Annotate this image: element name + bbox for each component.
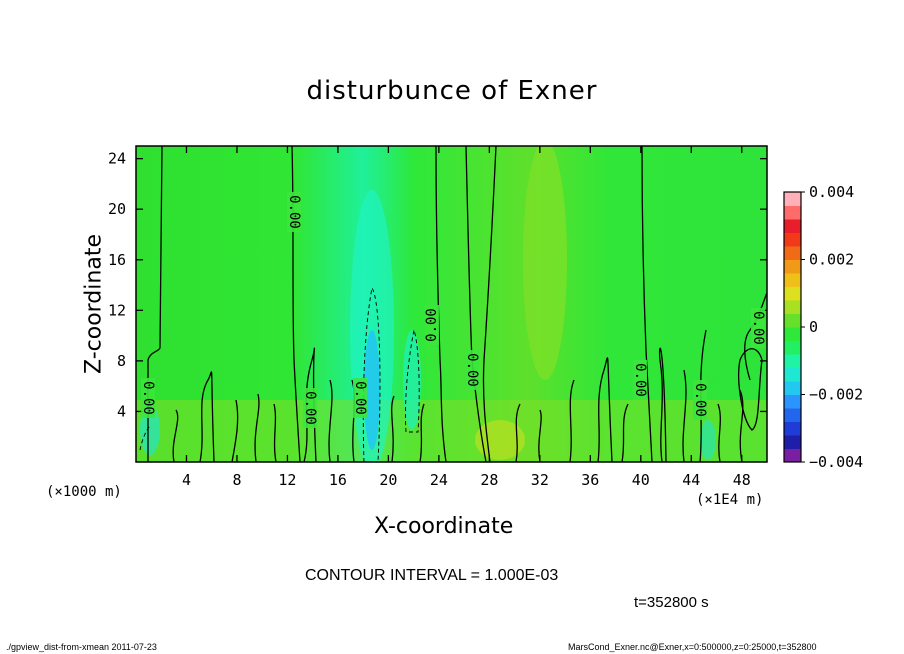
contour-label: 0.00 xyxy=(464,353,480,387)
x-tick-label: 48 xyxy=(733,471,751,489)
x-unit-right: (×1E4 m) xyxy=(696,492,764,508)
contour-line xyxy=(435,146,447,462)
colorbar-segment xyxy=(784,421,801,436)
y-axis-label: Z-coordinate xyxy=(81,234,107,374)
contour-label-group: 0.00 0.00 0.00 0.00 0.00 0.00 0.00 0.00 0.00 xyxy=(140,192,766,428)
colorbar-segment xyxy=(784,192,801,206)
contour-label-bg xyxy=(287,192,301,232)
y-tick-label: 24 xyxy=(108,150,126,168)
colorbar-segment xyxy=(784,340,801,355)
x-tick-label: 40 xyxy=(632,471,650,489)
x-tick-label: 8 xyxy=(232,471,241,489)
contour-label-bg xyxy=(141,378,155,418)
colorbar-segment xyxy=(784,435,801,449)
field-plume-blue xyxy=(364,330,380,450)
field-layer xyxy=(136,146,767,462)
contour-label-bg xyxy=(303,388,317,428)
contour-label-bg xyxy=(693,380,707,420)
contour-label-bg xyxy=(751,308,765,348)
contour-label-bg xyxy=(465,350,479,390)
contour-label: 0.00 xyxy=(692,383,708,417)
time-text: t=352800 s xyxy=(634,594,709,611)
y-tick-label: 16 xyxy=(108,251,126,269)
colorbar-tick-label: 0.002 xyxy=(809,251,854,269)
colorbar-tick-label: −0.004 xyxy=(809,453,863,471)
contour-label-bg xyxy=(425,305,439,345)
y-axis: 4 8 12 16 20 24 xyxy=(108,150,767,420)
contour-label: 0.00 xyxy=(632,363,648,397)
colorbar-segment xyxy=(784,246,801,260)
contour-label: 0.00 xyxy=(140,381,156,415)
footer-right: MarsCond_Exner.nc@Exner,x=0:500000,z=0:2… xyxy=(568,642,817,652)
colorbar-segment xyxy=(784,394,801,409)
colorbar-segment xyxy=(784,205,801,220)
colorbar: 0.004 0.002 0 −0.002 −0.004 xyxy=(783,183,863,471)
x-tick-label: 24 xyxy=(430,471,448,489)
x-tick-label: 32 xyxy=(531,471,549,489)
colorbar-segment xyxy=(784,381,801,395)
colorbar-segment xyxy=(784,354,801,368)
contour-line xyxy=(482,146,497,462)
colorbar-segment xyxy=(784,300,801,314)
x-tick-label: 12 xyxy=(278,471,296,489)
x-tick-label: 36 xyxy=(581,471,599,489)
contour-line xyxy=(641,146,653,462)
colorbar-segment xyxy=(784,273,801,287)
x-tick-label: 20 xyxy=(379,471,397,489)
y-tick-label: 20 xyxy=(108,200,126,218)
field-plume-2 xyxy=(403,330,421,430)
colorbar-segment xyxy=(784,286,801,301)
contour-line xyxy=(147,146,163,462)
field-low-band xyxy=(136,400,767,462)
x-axis: 4 8 12 16 20 24 28 32 36 40 44 48 xyxy=(182,146,751,489)
contour-label: 0.00 xyxy=(352,381,368,415)
colorbar-segment xyxy=(784,327,801,341)
x-tick-label: 28 xyxy=(480,471,498,489)
colorbar-segment xyxy=(784,408,801,422)
colorbar-segment xyxy=(784,219,801,233)
x-tick-label: 4 xyxy=(182,471,191,489)
x-unit-left: (×1000 m) xyxy=(46,484,122,500)
x-axis-label: X-coordinate xyxy=(374,514,514,539)
contour-label: 0.00 xyxy=(302,391,318,425)
colorbar-segment xyxy=(784,367,801,382)
x-tick-label: 16 xyxy=(329,471,347,489)
footer-left: ./gpview_dist-from-xmean 2011-07-23 xyxy=(6,642,157,652)
colorbar-segment xyxy=(784,313,801,328)
colorbar-tick-label: −0.002 xyxy=(809,386,863,404)
field-patch-right xyxy=(700,420,716,460)
plot-frame xyxy=(135,145,768,463)
contour-label-bg xyxy=(633,360,647,400)
x-tick-label: 44 xyxy=(682,471,700,489)
contour-line-negative xyxy=(139,425,151,451)
y-tick-label: 8 xyxy=(117,352,126,370)
chart-title: disturbunce of Exner xyxy=(306,76,598,106)
field-patch-yellow xyxy=(523,146,567,380)
colorbar-tick-label: 0 xyxy=(809,318,818,336)
field-patch-low xyxy=(475,420,525,460)
contour-label: 0.00 xyxy=(750,311,766,345)
contour-label: 0.00 xyxy=(286,195,302,229)
contour-label: 0.00 xyxy=(424,308,440,342)
contour-interval-text: CONTOUR INTERVAL = 1.000E-03 xyxy=(305,567,559,584)
colorbar-segment xyxy=(784,448,801,463)
y-tick-label: 4 xyxy=(117,402,126,420)
colorbar-tick-label: 0.004 xyxy=(809,183,854,201)
y-tick-label: 12 xyxy=(108,301,126,319)
colorbar-segment xyxy=(784,232,801,247)
contour-line xyxy=(744,290,767,381)
contour-label-bg xyxy=(353,378,367,418)
colorbar-segment xyxy=(784,259,801,274)
